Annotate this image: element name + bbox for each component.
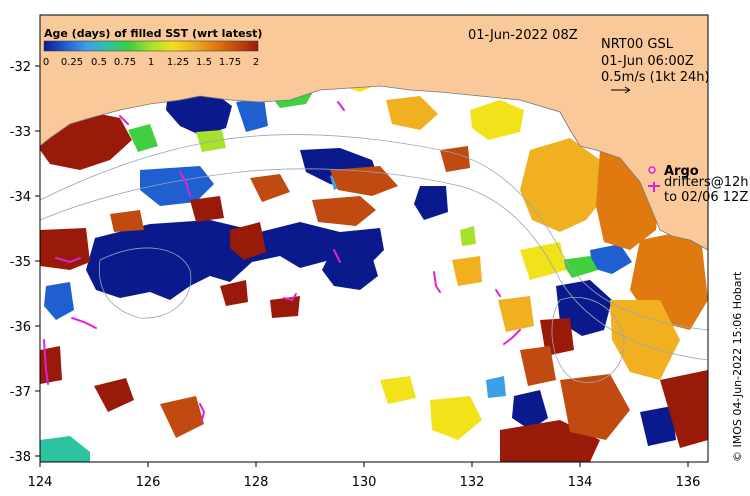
patch-age-0.25 [44,282,74,320]
patch-age-1 [128,124,158,152]
patch-age-0 [86,220,384,300]
y-tick-label: -35 [10,255,31,270]
x-tick-label: 126 [136,475,161,490]
patch-age-0 [322,254,378,290]
patch-age-1.5 [430,396,482,440]
x-tick-label: 136 [676,475,701,490]
patch-age-1.75 [452,256,482,286]
patch-age-2 [660,370,708,448]
argo-legend: Argo drifters@12h to 02/06 12Z [648,164,749,205]
product-name: NRT00 GSL [601,37,674,52]
plot-frame [39,14,709,463]
patch-age-1.5 [380,376,416,404]
patch-age-1.75 [386,96,438,130]
colorbar-tick: 1.25 [167,57,189,68]
patch-age-1.25 [460,226,476,246]
patch-age-2 [250,174,290,202]
drifters-line-2: to 02/06 12Z [664,190,748,205]
drifter-track-icon [648,182,660,192]
x-tick-label: 132 [460,475,485,490]
argo-marker-icon [648,166,656,174]
patch-age-2 [110,210,144,232]
patch-age-1.75 [520,138,610,232]
scale-arrow [611,86,631,94]
colorbar-tick: 2 [253,57,259,68]
patch-age-2 [520,346,556,386]
colorbar-tick: 1.5 [196,57,212,68]
patch-age-2 [160,396,204,438]
x-tick-label: 134 [568,475,593,490]
patch-age-2 [560,374,630,440]
argo-label: Argo [664,164,699,179]
colorbar-gradient [43,40,259,52]
drifters-line-1: drifters@12h [664,175,749,190]
x-tick-label: 130 [352,475,377,490]
sst-patches [40,38,708,462]
patch-age-1.75 [498,296,534,332]
patch-age-2 [94,378,134,412]
patch-age-0 [414,186,448,220]
y-tick-label: -34 [10,190,31,205]
patch-age-2 [190,196,224,222]
patch-age-2 [40,228,90,270]
patch-age-0.5 [486,376,506,398]
colorbar-tick: 1.75 [219,57,241,68]
patch-age-2 [330,166,398,196]
patch-age-2 [312,196,376,226]
patch-age-2 [270,296,300,318]
colorbar-tick: 0 [43,57,49,68]
imos-credit: © IMOS 04-Jun-2022 15:06 Hobart [731,271,744,462]
patch-age-1.5 [520,242,566,280]
y-tick-label: -37 [10,385,31,400]
y-tick-label: -33 [10,125,31,140]
patch-age-0 [166,88,232,136]
current-time: 01-Jun 06:00Z [601,54,694,69]
x-tick-label: 124 [28,475,53,490]
patch-age-1.75 [610,300,680,380]
colorbar-tick: 0.75 [114,57,136,68]
patch-age-0 [640,406,676,446]
patch-age-1 [560,256,598,278]
patch-age-2 [220,280,248,306]
bathymetry-contours [40,134,708,383]
patch-age-0 [512,390,548,430]
y-tick-label: -38 [10,450,31,465]
y-tick-label: -36 [10,320,31,335]
patch-age-1.25 [196,130,226,152]
patch-age-0.25 [236,98,268,132]
patch-age-2 [230,222,266,260]
colorbar-tick: 0.25 [61,57,83,68]
patch-age-0.75 [40,436,90,462]
colorbar-tick: 0.5 [91,57,107,68]
y-axis: -32 -33 -34 -35 -36 -37 -38 [10,60,40,465]
colorbar: Age (days) of filled SST (wrt latest) 0 … [43,27,263,68]
land-mass [40,15,708,251]
map-date: 01-Jun-2022 08Z [468,28,578,43]
patch-age-0.25 [590,244,632,274]
colorbar-tick: 1 [148,57,154,68]
patch-age-2 [40,346,62,384]
patch-age-2 [440,146,470,172]
patch-age-0.25 [140,166,214,206]
colorbar-title: Age (days) of filled SST (wrt latest) [44,27,262,40]
argo-drifter-tracks [43,101,521,421]
x-axis: 124 126 128 130 132 134 136 [28,462,701,490]
patch-age-1.5 [470,100,524,140]
y-tick-label: -32 [10,60,31,75]
x-tick-label: 128 [244,475,269,490]
current-scale: 0.5m/s (1kt 24h) [601,70,710,85]
